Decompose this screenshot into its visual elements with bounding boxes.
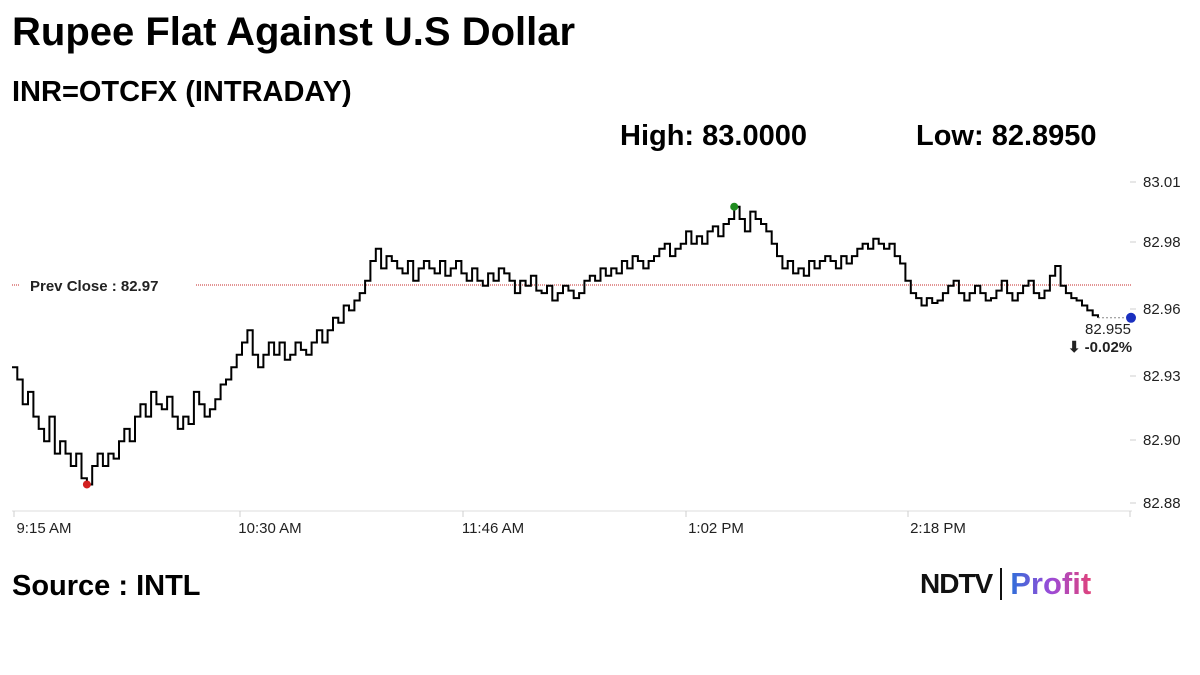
- y-tick-label: 82.93: [1143, 368, 1181, 385]
- instrument-label: INR=OTCFX (INTRADAY): [12, 76, 352, 108]
- prev-close-label: Prev Close : 82.97: [30, 278, 158, 295]
- x-tick-label: 2:18 PM: [910, 520, 966, 537]
- x-tick-label: 10:30 AM: [238, 520, 301, 537]
- prev-close-label-bg: [20, 273, 195, 297]
- low-marker: [82, 480, 91, 489]
- x-tick-label: 11:46 AM: [462, 520, 524, 537]
- change-label: ⬇ -0.02%: [1068, 339, 1132, 356]
- low-value: Low: 82.8950: [916, 120, 1097, 152]
- y-tick-label: 82.98: [1143, 234, 1181, 251]
- y-tick-label: 82.90: [1143, 432, 1181, 449]
- brand-profit: Profit: [1010, 566, 1092, 601]
- high-marker: [730, 202, 739, 211]
- intraday-chart: 83.01 82.98 82.96 82.93 82.90 82.88 9:15 AM 10:…: [12, 174, 1181, 537]
- brand-separator: [1000, 568, 1003, 600]
- x-tick-label: 1:02 PM: [688, 520, 744, 537]
- high-value: High: 83.0000: [620, 120, 807, 152]
- brand-ndtv: NDTV: [920, 568, 993, 599]
- last-price-marker: [1126, 312, 1136, 323]
- x-tick-label: 9:15 AM: [16, 520, 71, 537]
- chart-title: Rupee Flat Against U.S Dollar: [12, 10, 576, 54]
- last-price-label: 82.955: [1085, 321, 1131, 338]
- source-label: Source : INTL: [12, 570, 201, 602]
- y-tick-label: 82.88: [1143, 495, 1181, 512]
- y-tick-label: 82.96: [1143, 301, 1181, 318]
- price-line: [12, 205, 1099, 486]
- brand-logo: NDTV Profit: [920, 564, 1091, 604]
- y-tick-label: 83.01: [1143, 174, 1181, 191]
